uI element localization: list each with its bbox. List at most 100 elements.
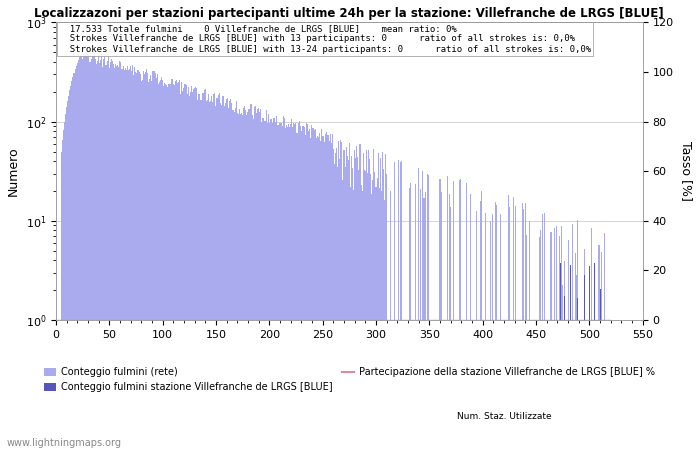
Bar (236, 101, 237, 450)
Bar (372, 180, 373, 450)
Bar (575, 253, 576, 450)
Bar (247, 112, 248, 450)
Bar (151, 81, 153, 450)
Bar (172, 80, 173, 450)
Bar (190, 92, 191, 450)
Bar (157, 74, 158, 450)
Bar (447, 176, 448, 450)
Bar (162, 81, 163, 450)
Bar (82, 59, 83, 450)
Bar (218, 93, 220, 450)
Bar (108, 68, 110, 450)
Bar (149, 79, 150, 450)
Bar (216, 99, 218, 450)
Bar (283, 116, 284, 450)
Bar (285, 128, 286, 450)
Bar (374, 172, 375, 450)
Bar (189, 96, 190, 450)
Bar (348, 160, 349, 450)
Bar (572, 224, 573, 450)
Bar (480, 201, 481, 450)
Bar (458, 180, 460, 450)
Bar (270, 119, 271, 450)
Bar (244, 106, 245, 450)
Bar (489, 221, 491, 450)
Bar (337, 167, 338, 450)
Bar (193, 90, 194, 450)
Bar (375, 187, 377, 450)
Bar (225, 103, 226, 450)
Bar (77, 63, 78, 450)
Bar (301, 131, 302, 450)
Bar (125, 68, 126, 450)
Bar (126, 70, 127, 450)
Bar (370, 175, 371, 450)
Partecipazione della stazione Villefranche de LRGS [BLUE] % (492, 317, 500, 323)
Bar (146, 69, 147, 450)
Bar (122, 66, 124, 450)
Bar (450, 207, 452, 450)
Bar (181, 82, 182, 450)
Bar (440, 192, 442, 450)
Bar (245, 110, 246, 450)
Bar (350, 187, 351, 450)
Bar (307, 124, 308, 450)
Bar (102, 67, 104, 450)
Bar (259, 112, 260, 450)
Bar (208, 94, 209, 450)
Bar (599, 289, 601, 450)
Bar (328, 141, 330, 450)
Bar (253, 119, 254, 450)
Bar (262, 118, 263, 450)
Bar (222, 96, 223, 450)
Bar (288, 124, 289, 450)
Bar (267, 114, 269, 450)
Bar (330, 144, 332, 450)
Bar (577, 220, 578, 450)
Bar (63, 130, 64, 450)
Bar (186, 86, 187, 450)
Bar (542, 214, 543, 450)
Bar (148, 82, 149, 450)
Bar (353, 190, 354, 450)
Bar (273, 118, 274, 450)
Bar (76, 66, 77, 450)
Bar (304, 127, 305, 450)
Bar (116, 66, 117, 450)
Bar (544, 212, 545, 450)
Bar (591, 228, 592, 450)
Bar (393, 162, 395, 450)
Bar (314, 129, 316, 450)
Bar (204, 89, 206, 450)
Bar (365, 171, 366, 450)
Bar (295, 122, 297, 450)
Bar (289, 127, 290, 450)
Bar (257, 109, 258, 450)
Bar (67, 101, 68, 450)
Bar (428, 176, 429, 450)
Bar (71, 81, 72, 450)
Bar (74, 69, 76, 450)
Bar (246, 115, 247, 450)
Bar (165, 84, 167, 450)
Bar (383, 169, 384, 450)
Bar (153, 72, 155, 450)
Bar (279, 123, 281, 450)
Text: Num. Staz. Utilizzate: Num. Staz. Utilizzate (456, 412, 552, 421)
Bar (562, 285, 564, 450)
Bar (355, 158, 356, 450)
Bar (164, 83, 165, 450)
Bar (500, 214, 501, 450)
Bar (111, 59, 112, 450)
Bar (293, 123, 295, 450)
Bar (61, 152, 62, 450)
Bar (130, 66, 131, 450)
Bar (577, 298, 578, 450)
Bar (159, 82, 160, 450)
Bar (359, 144, 360, 450)
Bar (284, 117, 285, 450)
Bar (460, 179, 461, 450)
Bar (415, 184, 416, 450)
Bar (239, 108, 240, 450)
Bar (604, 233, 605, 450)
